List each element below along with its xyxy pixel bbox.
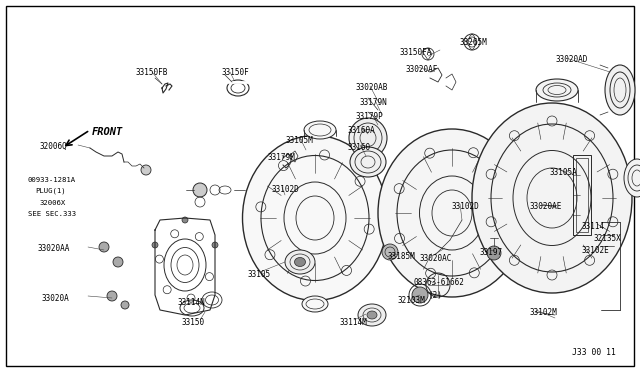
Text: 33179M: 33179M xyxy=(268,153,296,162)
Circle shape xyxy=(412,287,428,303)
Ellipse shape xyxy=(358,304,386,326)
Text: 33020AB: 33020AB xyxy=(355,83,387,92)
Ellipse shape xyxy=(350,147,386,177)
Text: J33 00 11: J33 00 11 xyxy=(572,348,616,357)
Ellipse shape xyxy=(624,159,640,197)
Text: 33185M: 33185M xyxy=(388,252,416,261)
Bar xyxy=(576,158,588,232)
Text: 33265M: 33265M xyxy=(460,38,488,47)
Circle shape xyxy=(113,257,123,267)
Text: 33105M: 33105M xyxy=(285,136,313,145)
Ellipse shape xyxy=(302,296,328,312)
Text: 32006X: 32006X xyxy=(40,200,67,206)
Ellipse shape xyxy=(367,311,377,319)
Ellipse shape xyxy=(349,118,387,158)
Ellipse shape xyxy=(304,121,336,139)
Text: 33197: 33197 xyxy=(480,248,503,257)
Text: 32103M: 32103M xyxy=(398,296,426,305)
Circle shape xyxy=(141,165,151,175)
Text: 32006Q: 32006Q xyxy=(40,142,68,151)
Text: 33114: 33114 xyxy=(582,222,605,231)
Text: 32135X: 32135X xyxy=(594,234,621,243)
Text: 33102E: 33102E xyxy=(581,246,609,255)
Text: 33160: 33160 xyxy=(348,143,371,152)
Circle shape xyxy=(121,301,129,309)
Text: 33150FB: 33150FB xyxy=(135,68,168,77)
Text: 33020AA: 33020AA xyxy=(38,244,70,253)
Circle shape xyxy=(107,291,117,301)
Text: 33102D: 33102D xyxy=(451,202,479,211)
Text: 33150FA: 33150FA xyxy=(400,48,433,57)
Text: 08363-61662: 08363-61662 xyxy=(414,278,465,287)
Text: 33102M: 33102M xyxy=(530,308,557,317)
Text: 33114M: 33114M xyxy=(340,318,368,327)
Circle shape xyxy=(212,242,218,248)
Text: 33179N: 33179N xyxy=(360,98,388,107)
Circle shape xyxy=(193,183,207,197)
Text: 33105: 33105 xyxy=(248,270,271,279)
Text: 33114N: 33114N xyxy=(178,298,205,307)
Text: 33179P: 33179P xyxy=(356,112,384,121)
Ellipse shape xyxy=(243,135,387,301)
Circle shape xyxy=(182,217,188,223)
Ellipse shape xyxy=(605,65,635,115)
Ellipse shape xyxy=(536,79,578,101)
Text: (2): (2) xyxy=(428,291,442,300)
Bar xyxy=(573,155,591,235)
Ellipse shape xyxy=(378,129,526,297)
Text: 33020AF: 33020AF xyxy=(406,65,438,74)
Text: 33150: 33150 xyxy=(182,318,205,327)
Text: SEE SEC.333: SEE SEC.333 xyxy=(28,211,76,217)
Text: 33105A: 33105A xyxy=(550,168,578,177)
Ellipse shape xyxy=(472,103,632,293)
Circle shape xyxy=(487,246,501,260)
Circle shape xyxy=(382,244,398,260)
Circle shape xyxy=(99,242,109,252)
Text: FRONT: FRONT xyxy=(92,127,124,137)
Text: 33020AC: 33020AC xyxy=(420,254,452,263)
Text: 33020AD: 33020AD xyxy=(555,55,588,64)
Text: PLUG(1): PLUG(1) xyxy=(35,188,66,195)
Circle shape xyxy=(152,242,158,248)
Text: 33150F: 33150F xyxy=(222,68,250,77)
Text: 33102D: 33102D xyxy=(272,185,300,194)
Text: 33020AE: 33020AE xyxy=(530,202,563,211)
Text: 00933-1281A: 00933-1281A xyxy=(28,177,76,183)
Ellipse shape xyxy=(294,257,305,266)
Ellipse shape xyxy=(285,250,315,274)
Text: 33160A: 33160A xyxy=(348,126,376,135)
Text: 33020A: 33020A xyxy=(42,294,70,303)
